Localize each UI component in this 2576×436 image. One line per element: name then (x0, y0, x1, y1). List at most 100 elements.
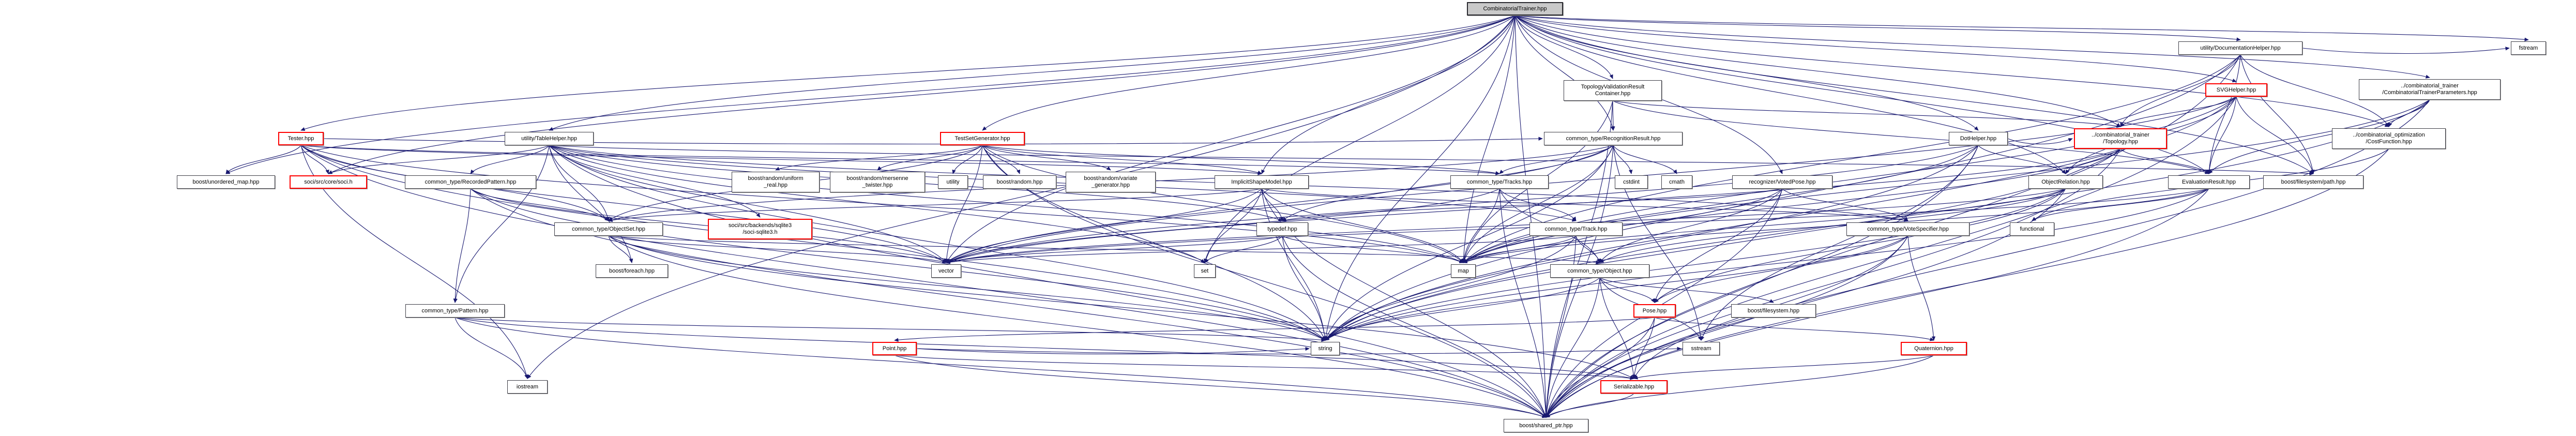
edge-topology-vector (946, 148, 2121, 263)
graph-node-iostream[interactable]: iostream (507, 380, 548, 394)
graph-node-fstream[interactable]: fstream (2511, 41, 2546, 55)
graph-node-soci[interactable]: soci/src/core/soci.h (290, 175, 367, 189)
graph-node-voted_pose[interactable]: recognizer/VotedPose.hpp (1732, 175, 1832, 189)
edge-ism-map (1261, 188, 1464, 263)
edge-tester-ism (300, 145, 1262, 175)
edge-root-ctp (1514, 15, 2430, 79)
graph-node-svg_helper[interactable]: SVGHelper.hpp (2205, 83, 2267, 97)
graph-node-topology[interactable]: ../combinatorial_trainer /Topology.hpp (2074, 128, 2167, 149)
graph-node-quaternion[interactable]: Quaternion.hpp (1901, 342, 1967, 355)
edge-object_relation-string (1325, 188, 2066, 341)
graph-node-serializable[interactable]: Serializable.hpp (1600, 380, 1668, 394)
graph-node-testset_gen[interactable]: TestSetGenerator.hpp (940, 132, 1025, 145)
graph-node-track[interactable]: common_type/Track.hpp (1529, 222, 1623, 236)
graph-node-cstdint[interactable]: cstdint (1615, 175, 1648, 189)
graph-node-filesystem[interactable]: boost/filesystem.hpp (1731, 304, 1816, 318)
graph-node-map[interactable]: map (1451, 264, 1476, 278)
graph-node-vector[interactable]: vector (931, 264, 961, 278)
graph-node-typedef[interactable]: typedef.hpp (1256, 222, 1308, 236)
edge-table_helper-pattern (453, 145, 550, 303)
edge-doc_helper-shared_ptr (1545, 54, 2241, 418)
edge-evaluation_result-shared_ptr (1545, 188, 2209, 418)
edge-recognition_result-typedef (1282, 145, 1614, 221)
edge-voted_pose-vote_specifier (1782, 188, 1908, 221)
edge-tester-recognition_result (323, 137, 1543, 145)
edge-object_relation-pose (1654, 188, 2066, 303)
graph-node-uniform_real[interactable]: boost/random/uniform _real.hpp (732, 172, 820, 192)
graph-node-foreach[interactable]: boost/foreach.hpp (596, 264, 668, 278)
edge-table_helper-vector (549, 145, 947, 263)
edge-table_helper-fs_path (549, 145, 2314, 176)
graph-node-sstream[interactable]: sstream (1683, 342, 1720, 355)
edge-pose-quaternion (1654, 317, 1934, 341)
edge-ism-typedef (1261, 188, 1284, 221)
graph-node-recorded_pattern[interactable]: common_type/RecordedPattern.hpp (405, 175, 536, 189)
graph-node-object[interactable]: common_type/Object.hpp (1550, 264, 1649, 278)
edge-root-tvrc (1514, 15, 1613, 79)
edge-testset_gen-map (982, 145, 1464, 263)
edge-testset_gen-mersenne (877, 145, 983, 171)
graph-node-mersenne[interactable]: boost/random/mersenne _twister.hpp (830, 172, 925, 192)
edge-typedef-string (1282, 235, 1327, 341)
edge-svg_helper-topology (2120, 96, 2237, 127)
edge-ctp-string (1325, 99, 2430, 341)
graph-node-random[interactable]: boost/random.hpp (983, 175, 1056, 189)
edge-point-serializable (894, 355, 1634, 380)
edge-table_helper-shared_ptr (549, 145, 1547, 418)
edge-table_helper-sqlite3 (549, 145, 761, 218)
graph-node-object_set[interactable]: common_type/ObjectSet.hpp (554, 222, 663, 236)
graph-node-ism[interactable]: ImplicitShapeModel.hpp (1215, 175, 1309, 189)
edge-dot_helper-topology (2007, 138, 2073, 145)
graph-node-evaluation_result[interactable]: EvaluationResult.hpp (2168, 175, 2250, 189)
graph-node-vote_specifier[interactable]: common_type/VoteSpecifier.hpp (1846, 222, 1969, 236)
graph-node-point[interactable]: Point.hpp (872, 342, 917, 355)
edge-pose-point (894, 317, 1655, 342)
edge-voted_pose-pose (1654, 188, 1783, 303)
edge-track-string (1325, 235, 1577, 341)
graph-node-shared_ptr[interactable]: boost/shared_ptr.hpp (1504, 419, 1588, 432)
graph-node-variate[interactable]: boost/random/variate _generator.hpp (1066, 172, 1156, 192)
graph-node-unordered_map[interactable]: boost/unordered_map.hpp (177, 175, 275, 189)
edge-pattern-string (454, 317, 1326, 342)
edge-testset_gen-shared_ptr (982, 145, 1547, 418)
edge-point-string (916, 347, 1310, 355)
graph-node-cost_function[interactable]: ../combinatorial_optimization /CostFunct… (2332, 128, 2446, 149)
graph-node-pose[interactable]: Pose.hpp (1633, 304, 1676, 318)
edge-root-iostream (527, 15, 1516, 379)
graph-node-root[interactable]: CombinatorialTrainer.hpp (1467, 2, 1563, 16)
graph-node-tracks[interactable]: common_type/Tracks.hpp (1450, 175, 1549, 189)
edge-typedef-set (1204, 235, 1283, 263)
graph-node-tvrc[interactable]: TopologyValidationResult Container.hpp (1564, 80, 1662, 101)
edge-evaluation_result-string (1325, 188, 2209, 341)
edge-object_relation-vector (946, 188, 2066, 264)
graph-node-set[interactable]: set (1194, 264, 1216, 278)
edge-tvrc-topology (1612, 100, 2121, 128)
edge-root-tester (300, 15, 1516, 131)
graph-node-tester[interactable]: Tester.hpp (278, 132, 324, 145)
graph-node-recognition_result[interactable]: common_type/RecognitionResult.hpp (1544, 132, 1683, 145)
edge-doc_helper-evaluation_result (2207, 54, 2241, 174)
edge-root-recognition_result (1514, 15, 1614, 131)
edge-testset_gen-ism (982, 145, 1262, 174)
graph-node-utility[interactable]: utility (938, 175, 968, 189)
edge-root-ism (1261, 15, 1516, 174)
edge-dot_helper-sstream (1701, 145, 1979, 341)
graph-node-pattern[interactable]: common_type/Pattern.hpp (405, 304, 505, 318)
graph-node-dot_helper[interactable]: DotHelper.hpp (1949, 132, 2008, 145)
graph-node-cmath[interactable]: cmath (1661, 175, 1692, 189)
graph-node-functional[interactable]: functional (2010, 222, 2054, 236)
graph-node-ctp[interactable]: ../combinatorial_trainer /CombinatorialT… (2359, 79, 2501, 100)
edge-quaternion-shared_ptr (1545, 355, 1934, 418)
edge-dot_helper-map (1463, 145, 1979, 263)
graph-node-sqlite3[interactable]: soci/src/backends/sqlite3 /soci-sqlite3.… (708, 219, 812, 239)
graph-node-string[interactable]: string (1311, 342, 1340, 355)
graph-node-fs_path[interactable]: boost/filesystem/path.hpp (2263, 175, 2363, 189)
edge-table_helper-map (549, 145, 1464, 263)
edge-evaluation_result-functional (2032, 188, 2209, 221)
graph-node-table_helper[interactable]: utility/TableHelper.hpp (505, 132, 594, 145)
edge-root-string (1324, 15, 1516, 341)
graph-node-doc_helper[interactable]: utility/DocumentationHelper.hpp (2178, 41, 2302, 55)
graph-node-object_relation[interactable]: ObjectRelation.hpp (2028, 175, 2103, 189)
